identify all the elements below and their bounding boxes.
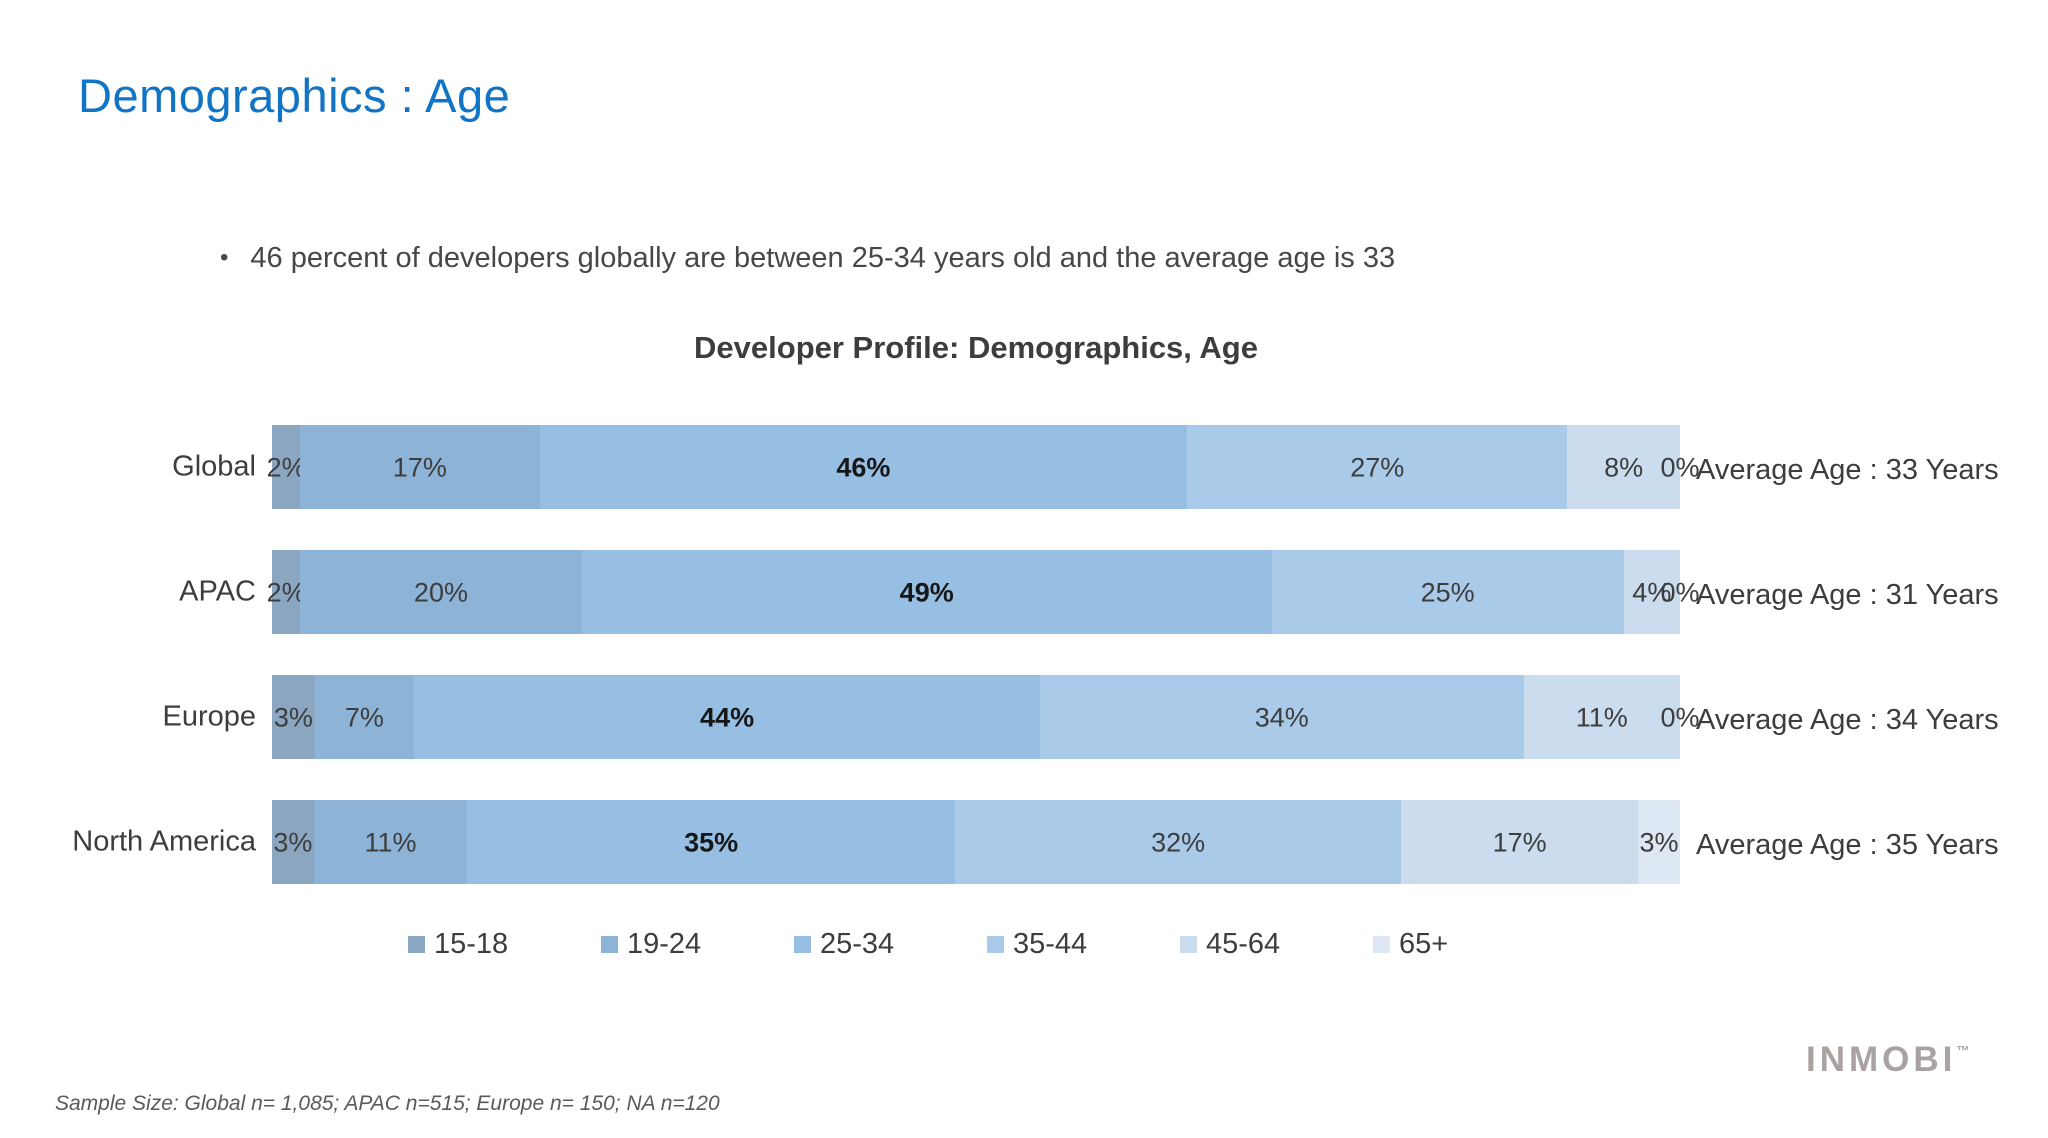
legend-item-19-24: 19-24 [601, 928, 794, 961]
segment-value-label: 44% [700, 702, 755, 733]
segment-value-label: 0% [1660, 702, 1700, 733]
bar-segment-25-34: 35% [467, 800, 956, 884]
bar-segment-19-24: 17% [300, 425, 540, 509]
legend-swatch-icon [794, 936, 811, 953]
segment-value-label: 11% [364, 827, 417, 858]
segment-value-label: 0% [1660, 452, 1700, 483]
segment-value-label: 17% [1492, 827, 1547, 858]
segment-value-label: 35% [684, 827, 739, 858]
category-label: Global [172, 450, 256, 483]
average-age-label: Average Age : 31 Years [1696, 578, 1999, 611]
legend-swatch-icon [1180, 936, 1197, 953]
legend-swatch-icon [408, 936, 425, 953]
bar-segment-19-24: 11% [313, 800, 468, 884]
legend-swatch-icon [601, 936, 618, 953]
legend-label: 25-34 [820, 928, 895, 960]
chart-row: North America 3% 11% 35% 32% 17% 3% Average Age… [0, 800, 2048, 884]
segment-value-label: 2% [266, 577, 306, 608]
bullet-icon: • [220, 244, 229, 271]
segment-value-label: 34% [1254, 702, 1309, 733]
page-title: Demographics : Age [78, 69, 511, 122]
chart-title: Developer Profile: Demographics, Age [694, 330, 1258, 365]
segment-value-label: 20% [413, 577, 468, 608]
average-age-label: Average Age : 33 Years [1696, 453, 1999, 486]
legend-item-15-18: 15-18 [408, 928, 601, 961]
legend-item-25-34: 25-34 [794, 928, 987, 961]
bar-segment-15-18: 2% [267, 550, 306, 634]
legend-swatch-icon [987, 936, 1004, 953]
segment-value-label: 27% [1350, 452, 1405, 483]
bar-segment-19-24: 20% [300, 550, 582, 634]
legend-label: 45-64 [1206, 928, 1281, 960]
bar-segment-45-64: 17% [1401, 800, 1639, 884]
stacked-bar: 2% 20% 49% 25% 4% 0% [267, 550, 1699, 634]
bar-segment-45-64: 8% [1567, 425, 1680, 509]
sample-size-note: Sample Size: Global n= 1,085; APAC n=515… [55, 1092, 720, 1115]
segment-value-label: 4% [1632, 577, 1672, 608]
bar-segment-35-44: 32% [955, 800, 1402, 884]
category-label: North America [72, 825, 256, 858]
bar-segment-65+: 3% [1638, 800, 1680, 884]
segment-value-label: 49% [899, 577, 954, 608]
legend-label: 35-44 [1013, 928, 1088, 960]
average-age-label: Average Age : 34 Years [1696, 703, 1999, 736]
bar-segment-35-44: 25% [1271, 550, 1624, 634]
stacked-bar: 2% 17% 46% 27% 8% 0% [267, 425, 1699, 509]
bar-segment-15-18: 3% [272, 675, 315, 759]
legend-item-65+: 65+ [1373, 928, 1566, 961]
legend-swatch-icon [1373, 936, 1390, 953]
bar-segment-25-34: 46% [539, 425, 1188, 509]
bar-segment-45-64: 11% [1523, 675, 1680, 759]
average-age-label: Average Age : 35 Years [1696, 828, 1999, 861]
bar-segment-25-34: 44% [414, 675, 1040, 759]
category-label: APAC [179, 575, 256, 608]
stacked-bar: 3% 11% 35% 32% 17% 3% [272, 800, 1680, 884]
chart-row: Global 2% 17% 46% 27% 8% 0% Average Age : 33 Ye… [0, 425, 2048, 509]
stacked-bar: 3% 7% 44% 34% 11% 0% [272, 675, 1699, 759]
segment-value-label: 25% [1420, 577, 1475, 608]
segment-value-label: 2% [266, 452, 306, 483]
bar-segment-45-64: 4% [1623, 550, 1680, 634]
legend-label: 15-18 [434, 928, 509, 960]
bar-segment-15-18: 2% [267, 425, 306, 509]
bar-segment-19-24: 7% [314, 675, 415, 759]
inmobi-logo: INMOBI™ [1806, 1040, 1969, 1080]
bar-segment-35-44: 34% [1039, 675, 1524, 759]
bar-segment-25-34: 49% [581, 550, 1272, 634]
chart-legend: 15-18 19-24 25-34 35-44 45-64 65+ [408, 928, 1566, 961]
segment-value-label: 3% [273, 827, 313, 858]
segment-value-label: 0% [1660, 577, 1700, 608]
inmobi-logo-text: INMOBI [1806, 1040, 1957, 1079]
legend-label: 65+ [1399, 928, 1449, 960]
segment-value-label: 3% [1639, 827, 1679, 858]
chart-row: APAC 2% 20% 49% 25% 4% 0% Average Age : 31 Year… [0, 550, 2048, 634]
segment-value-label: 8% [1604, 452, 1644, 483]
segment-value-label: 11% [1575, 702, 1628, 733]
bar-segment-15-18: 3% [272, 800, 314, 884]
bullet-line: • 46 percent of developers globally are … [220, 242, 1395, 275]
legend-item-45-64: 45-64 [1180, 928, 1373, 961]
bar-segment-35-44: 27% [1187, 425, 1568, 509]
segment-value-label: 7% [344, 702, 384, 733]
segment-value-label: 32% [1151, 827, 1206, 858]
segment-value-label: 46% [836, 452, 891, 483]
legend-label: 19-24 [627, 928, 702, 960]
category-label: Europe [162, 700, 256, 733]
segment-value-label: 3% [273, 702, 313, 733]
trademark-icon: ™ [1956, 1043, 1970, 1058]
legend-item-35-44: 35-44 [987, 928, 1180, 961]
bullet-text: 46 percent of developers globally are be… [250, 242, 1396, 274]
segment-value-label: 17% [392, 452, 447, 483]
chart-row: Europe 3% 7% 44% 34% 11% 0% Average Age : 34 Ye… [0, 675, 2048, 759]
